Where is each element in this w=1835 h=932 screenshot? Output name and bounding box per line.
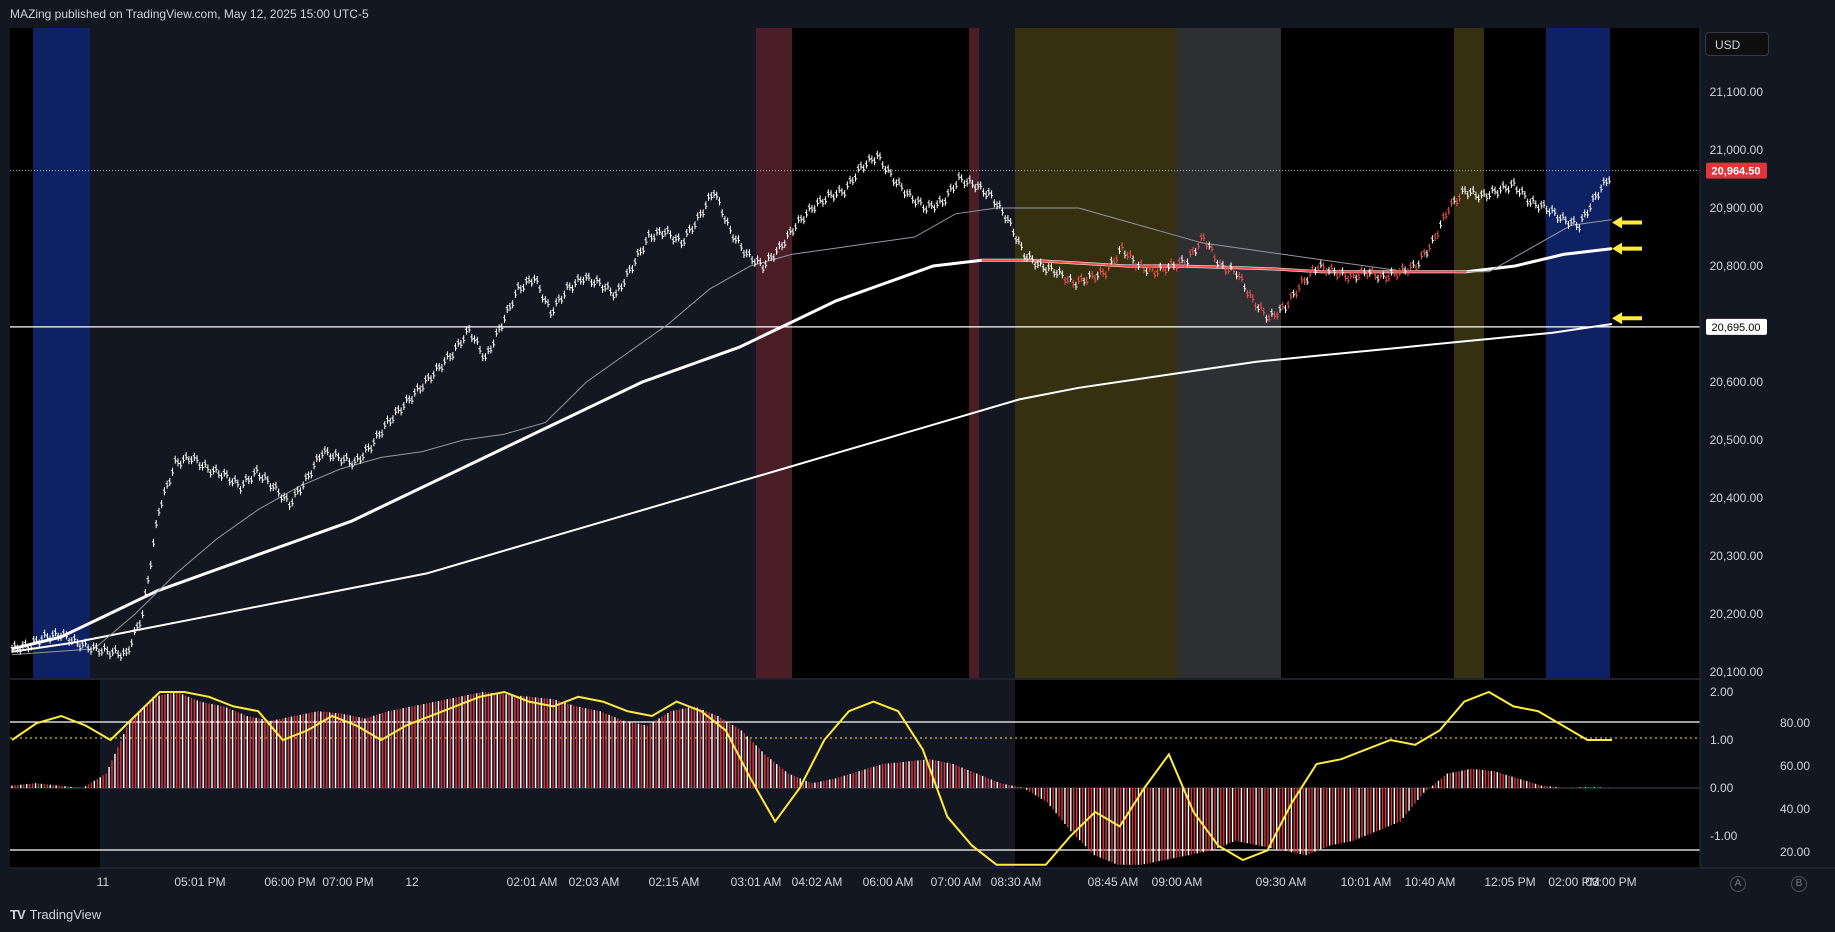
ma-mid-red-segment xyxy=(981,259,1467,273)
session-bands xyxy=(10,28,1700,678)
price-tick-label: 20,100.00 xyxy=(1710,665,1764,679)
osc-right-tick-label: 40.00 xyxy=(1780,802,1810,816)
time-tick-label: 10:01 AM xyxy=(1341,875,1392,889)
osc-left-tick-label: 2.00 xyxy=(1710,685,1734,699)
session-band-10 xyxy=(1454,28,1484,678)
time-tick-label: 12 xyxy=(405,875,419,889)
ma-fast-line xyxy=(11,207,1613,656)
time-tick-label: 09:00 AM xyxy=(1152,875,1203,889)
osc-left-tick-label: -1.00 xyxy=(1710,829,1738,843)
top-bar: MAZing published on TradingView.com, May… xyxy=(0,0,1835,28)
price-lines xyxy=(10,150,1700,661)
oscillator-session-bands xyxy=(100,680,1015,868)
tradingview-brand-label: TradingView xyxy=(29,907,102,922)
session-band-3 xyxy=(100,28,756,678)
currency-selector[interactable]: USD xyxy=(1705,32,1769,56)
arrow-marker-1 xyxy=(1612,242,1642,255)
auto-scale-button[interactable]: A xyxy=(1730,876,1746,892)
price-tick-label: 20,400.00 xyxy=(1710,491,1764,505)
session-band-8 xyxy=(1177,28,1281,678)
price-tick-label: 20,800.00 xyxy=(1710,259,1764,273)
osc-left-tick-label: 1.00 xyxy=(1710,733,1734,747)
session-band-7 xyxy=(1015,28,1177,678)
tradingview-logo-icon: TV xyxy=(10,907,26,922)
session-band-11 xyxy=(1546,28,1610,678)
price-tick-label: 21,000.00 xyxy=(1710,143,1764,157)
osc-right-tick-label: 80.00 xyxy=(1780,716,1810,730)
time-tick-label: 08:30 AM xyxy=(991,875,1042,889)
current-price-label: 20,964.50 xyxy=(1712,166,1761,178)
osc-left-tick-label: 0.00 xyxy=(1710,781,1734,795)
bottom-bar: TV TradingView xyxy=(0,898,1835,932)
osc-right-tick-label: 20.00 xyxy=(1780,845,1810,859)
time-tick-label: 08:45 AM xyxy=(1088,875,1139,889)
price-tick-label: 20,600.00 xyxy=(1710,375,1764,389)
arrow-marker-2 xyxy=(1612,312,1642,325)
price-tick-label: 20,300.00 xyxy=(1710,549,1764,563)
arrow-marker-0 xyxy=(1612,216,1642,229)
level-price-label: 20,695.00 xyxy=(1712,322,1761,334)
osc-right-tick-label: 60.00 xyxy=(1780,759,1810,773)
level-price-badge xyxy=(1706,318,1767,335)
time-tick-label: 10:40 AM xyxy=(1405,875,1456,889)
time-axis[interactable]: 11 05:01 PM 06:00 PM 07:00 PM 12 02:01 AM 02:0… xyxy=(97,875,1637,889)
time-tick-label: 02:00 PM xyxy=(1548,875,1599,889)
session-band-2 xyxy=(90,28,100,678)
log-scale-button[interactable]: B xyxy=(1791,876,1807,892)
oscillator-line xyxy=(11,690,1612,866)
session-band-9 xyxy=(1281,28,1454,678)
arrow-markers xyxy=(1612,216,1642,325)
ma-slow-line xyxy=(11,323,1613,653)
time-tick-label: 11 xyxy=(97,875,110,889)
time-tick-label: 07:00 AM xyxy=(931,875,982,889)
session-band-1 xyxy=(33,28,90,678)
session-band-12 xyxy=(1610,28,1700,678)
osc-session-band-0 xyxy=(100,680,1015,868)
session-band-5 xyxy=(969,28,979,678)
current-price-badge xyxy=(1706,162,1767,179)
time-tick-label: 09:30 AM xyxy=(1256,875,1307,889)
price-tick-label: 20,900.00 xyxy=(1710,201,1764,215)
time-tick-label: 02:15 AM xyxy=(649,875,700,889)
session-band-6 xyxy=(979,28,1015,678)
price-tick-label: 20,500.00 xyxy=(1710,433,1764,447)
time-tick-label: 07:00 PM xyxy=(322,875,373,889)
session-band-0 xyxy=(10,28,33,678)
time-tick-label: 02:01 AM xyxy=(507,875,558,889)
price-tick-label: 21,100.00 xyxy=(1710,85,1764,99)
time-tick-label: 03:00 PM xyxy=(1585,875,1636,889)
time-tick-label: 03:01 AM xyxy=(731,875,782,889)
oscillator xyxy=(10,690,1700,866)
time-tick-label: 02:03 AM xyxy=(569,875,620,889)
time-tick-label: 12:05 PM xyxy=(1484,875,1535,889)
tradingview-brand[interactable]: TV TradingView xyxy=(10,907,101,922)
time-tick-label: 06:00 AM xyxy=(863,875,914,889)
publish-title: MAZing published on TradingView.com, May… xyxy=(10,7,369,21)
time-tick-label: 06:00 PM xyxy=(264,875,315,889)
session-band-4 xyxy=(756,28,792,678)
time-tick-label: 04:02 AM xyxy=(792,875,843,889)
price-tick-label: 20,200.00 xyxy=(1710,607,1764,621)
time-tick-label: 05:01 PM xyxy=(174,875,225,889)
oscillator-axis[interactable]: 2.00 1.00 0.00 -1.00 80.00 60.00 40.00 20.00 xyxy=(1710,685,1810,859)
price-axis[interactable]: 21,100.00 21,000.00 20,900.00 20,800.00 20,6… xyxy=(1706,85,1767,679)
